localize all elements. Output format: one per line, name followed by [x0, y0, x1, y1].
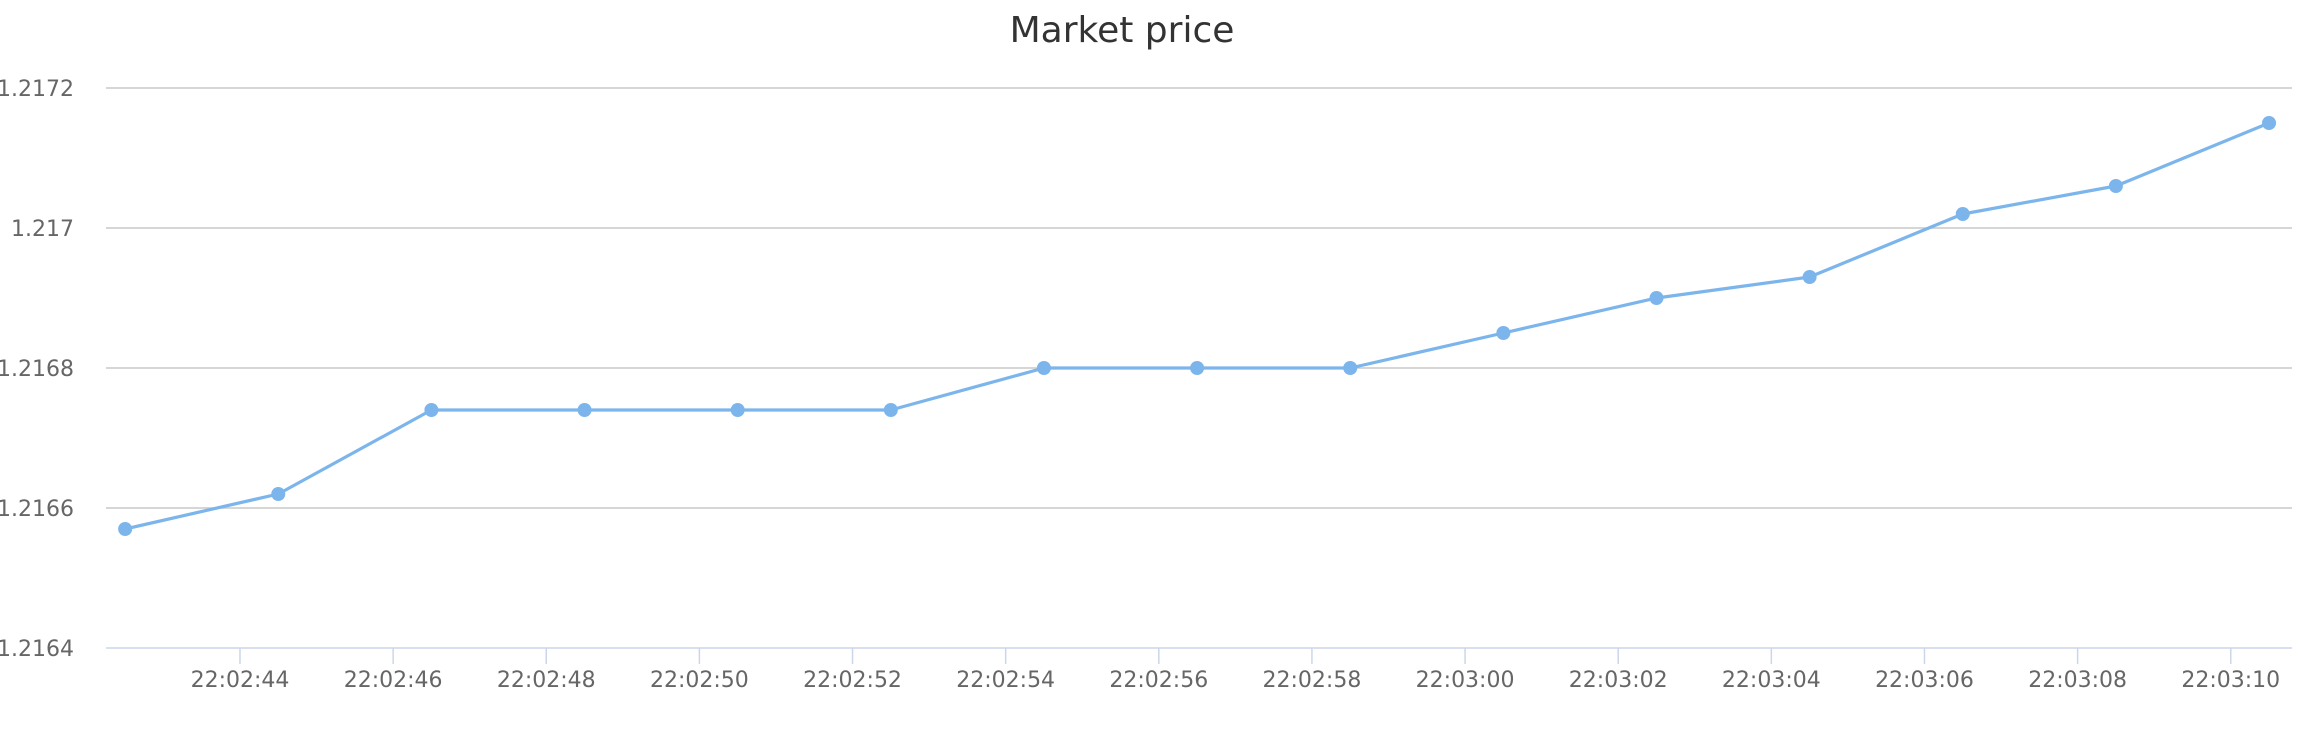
y-tick-label: 1.2168	[0, 357, 74, 382]
x-tick-label: 22:02:46	[344, 668, 443, 693]
x-tick-label: 22:03:02	[1569, 668, 1668, 693]
data-point	[2262, 116, 2277, 130]
y-axis-tick-labels: 1.2164 1.2166 1.2168 1.217 1.2172	[0, 77, 74, 662]
data-point	[1802, 270, 1817, 284]
x-tick-label: 22:02:56	[1109, 668, 1208, 693]
x-tick-label: 22:03:08	[2028, 668, 2127, 693]
x-tick-label: 22:03:04	[1722, 668, 1821, 693]
x-tick-label: 22:02:54	[956, 668, 1055, 693]
chart-title: Market price	[1010, 10, 1235, 51]
data-point	[1955, 207, 1970, 221]
data-point	[1649, 291, 1664, 305]
x-tick-label: 22:02:52	[803, 668, 902, 693]
data-point	[271, 487, 286, 501]
x-tick-label: 22:03:10	[2181, 668, 2280, 693]
data-point	[577, 403, 592, 417]
x-tick-label: 22:03:00	[1416, 668, 1515, 693]
x-tick-label: 22:02:58	[1263, 668, 1362, 693]
data-point	[1190, 361, 1205, 375]
x-tick-label: 22:03:06	[1875, 668, 1974, 693]
y-tick-label: 1.2172	[0, 77, 74, 102]
data-point	[1496, 326, 1511, 340]
x-tick-label: 22:02:48	[497, 668, 596, 693]
data-point	[883, 403, 898, 417]
data-point	[730, 403, 745, 417]
y-tick-label: 1.2166	[0, 497, 74, 522]
series-line	[123, 121, 2271, 531]
x-tick-label: 22:02:44	[191, 668, 290, 693]
x-tick-label: 22:02:50	[650, 668, 749, 693]
series-group	[118, 116, 2277, 536]
x-axis-ticks: 22:02:44 22:02:46 22:02:48 22:02:50 22:02:52…	[191, 648, 2280, 693]
y-gridlines	[106, 87, 2292, 509]
data-point	[2108, 179, 2123, 193]
data-point	[118, 522, 133, 536]
data-point	[1036, 361, 1051, 375]
y-tick-label: 1.217	[11, 217, 74, 242]
data-point	[424, 403, 439, 417]
data-point	[1343, 361, 1358, 375]
y-tick-label: 1.2164	[0, 637, 74, 662]
